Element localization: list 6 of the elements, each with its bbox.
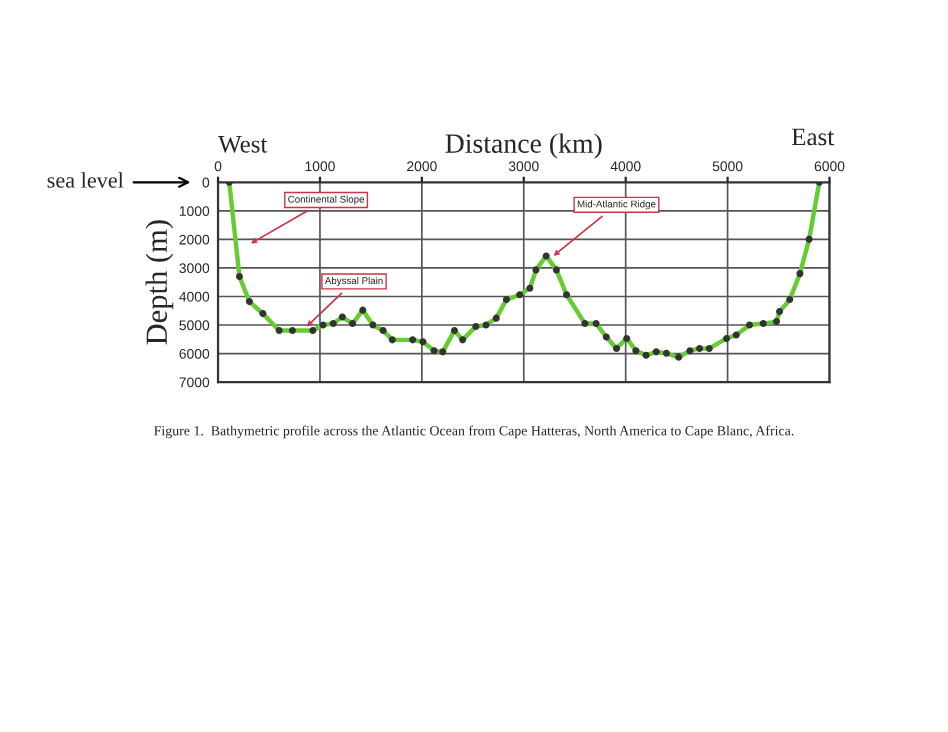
line-series xyxy=(225,182,823,361)
y-axis-title: Depth (m) xyxy=(145,220,174,345)
text: sea level xyxy=(47,172,124,188)
text: West xyxy=(218,136,268,153)
x-axis-title: Distance (km) xyxy=(445,133,602,159)
text: East xyxy=(791,128,835,146)
